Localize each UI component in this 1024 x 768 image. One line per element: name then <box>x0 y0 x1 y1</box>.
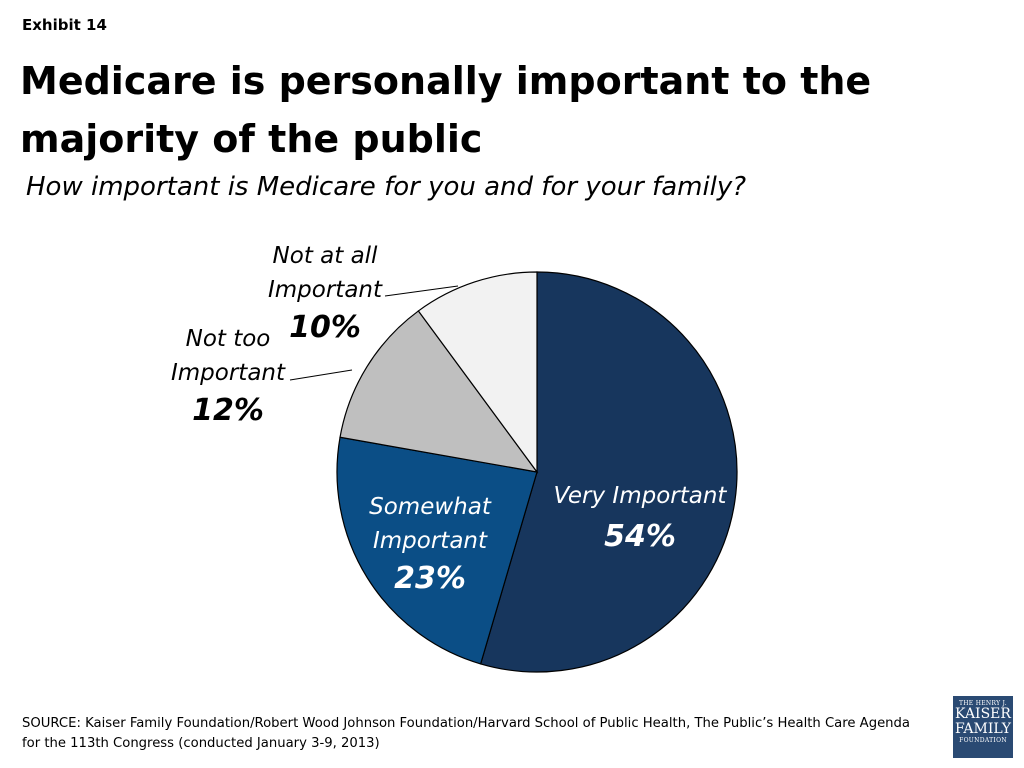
source-note: SOURCE: Kaiser Family Foundation/Robert … <box>22 716 910 751</box>
logo-line-4: FOUNDATION <box>959 737 1007 744</box>
kaiser-family-foundation-logo: THE HENRY J. KAISER FAMILY FOUNDATION <box>953 696 1013 758</box>
logo-line-3: FAMILY <box>954 721 1012 737</box>
exhibit-label: Exhibit 14 <box>22 16 107 34</box>
chart-subtitle: How important is Medicare for you and fo… <box>26 172 747 202</box>
pie-slice-3 <box>417 271 538 474</box>
logo-line-1: THE HENRY J. <box>958 700 1008 707</box>
slice-label-3-line-1: Important <box>268 277 383 303</box>
slice-label-1-line-0: Somewhat <box>369 494 492 520</box>
slice-value-0: 54% <box>604 519 676 554</box>
slice-label-2-line-0: Not too <box>186 326 271 352</box>
pie-slice-2 <box>339 310 539 473</box>
slice-value-2: 12% <box>192 393 264 428</box>
slice-label-1-line-1: Important <box>373 528 488 554</box>
leader-line-2 <box>289 369 353 381</box>
page-title: Medicare is personally important to the … <box>20 59 872 161</box>
slice-label-3-line-0: Not at all <box>273 243 379 269</box>
slice-label-2-line-1: Important <box>171 360 286 386</box>
slice-label-0-line-0: Very Important <box>554 483 728 509</box>
pie-slice-0 <box>479 271 738 673</box>
pie-chart: Very Important 54% Somewhat Important 23% Not… <box>171 243 738 673</box>
pie-slice-1 <box>336 436 538 665</box>
slice-value-3: 10% <box>289 310 361 345</box>
leader-line-3 <box>384 285 459 297</box>
slice-value-1: 23% <box>394 561 466 596</box>
logo-line-2: KAISER <box>955 706 1011 722</box>
